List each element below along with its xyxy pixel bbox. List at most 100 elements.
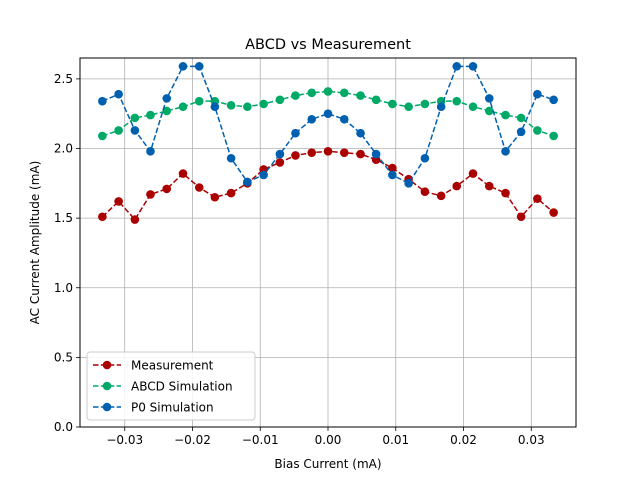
grid (80, 58, 576, 428)
y-tick-label: 0.0 (54, 420, 73, 434)
data-point-measurement (210, 192, 220, 202)
data-point-measurement (130, 215, 140, 224)
data-point-abcd-simulation (130, 113, 140, 123)
legend-marker-p0-simulation (102, 402, 112, 412)
data-point-abcd-simulation (468, 102, 478, 112)
x-tick-label: −0.01 (242, 433, 279, 447)
data-point-p0-simulation (291, 128, 300, 138)
data-point-abcd-simulation (388, 99, 397, 109)
data-point-abcd-simulation (323, 87, 333, 96)
data-point-p0-simulation (339, 114, 349, 124)
data-point-p0-simulation (275, 149, 285, 159)
data-point-abcd-simulation (516, 113, 526, 123)
data-point-measurement (339, 148, 349, 157)
data-point-p0-simulation (210, 102, 220, 112)
data-point-p0-simulation (162, 94, 172, 103)
data-point-measurement (275, 158, 285, 167)
legend: Measurement ABCD Simulation P0 Simulation (86, 351, 256, 421)
series-line-abcd-simulation (102, 90, 554, 137)
data-point-abcd-simulation (356, 91, 365, 100)
data-point-abcd-simulation (243, 102, 252, 112)
data-point-p0-simulation (323, 109, 333, 118)
data-point-measurement (307, 148, 317, 157)
x-tick-label: 0.03 (518, 433, 545, 447)
data-point-measurement (323, 146, 333, 156)
y-tick-label: 0.5 (54, 350, 73, 364)
data-point-measurement (436, 191, 446, 201)
x-axis: −0.03 −0.02 −0.01 0.00 0.01 0.02 0.03 (106, 427, 545, 447)
y-tick-label: 1.5 (54, 211, 73, 225)
data-point-abcd-simulation (98, 131, 107, 141)
data-point-measurement (291, 151, 300, 160)
data-point-abcd-simulation (339, 88, 349, 98)
x-axis-label: Bias Current (mA) (274, 457, 381, 471)
data-point-abcd-simulation (178, 102, 188, 112)
x-tick-label: −0.03 (106, 433, 143, 447)
data-point-measurement (420, 187, 430, 196)
legend-label-p0-simulation: P0 Simulation (131, 401, 214, 415)
y-tick-label: 1.0 (54, 281, 73, 295)
data-point-p0-simulation (243, 177, 252, 187)
data-point-measurement (516, 212, 526, 222)
data-point-p0-simulation (533, 89, 542, 99)
data-point-abcd-simulation (501, 110, 510, 120)
series-p0-simulation (98, 62, 558, 188)
data-point-p0-simulation (420, 153, 430, 163)
data-point-measurement (114, 197, 123, 206)
data-point-p0-simulation (404, 179, 413, 188)
data-point-p0-simulation (146, 146, 155, 156)
data-point-p0-simulation (130, 126, 140, 135)
data-point-measurement (533, 194, 542, 203)
y-tick-label: 2.5 (54, 72, 73, 86)
data-point-measurement (501, 188, 510, 198)
data-point-abcd-simulation (404, 102, 413, 112)
data-point-p0-simulation (178, 62, 188, 71)
legend-label-measurement: Measurement (131, 359, 214, 373)
data-point-measurement (468, 169, 478, 178)
y-tick-label: 2.0 (54, 142, 73, 156)
data-point-measurement (356, 149, 365, 159)
data-point-abcd-simulation (307, 88, 317, 98)
data-point-abcd-simulation (114, 126, 123, 135)
data-point-abcd-simulation (162, 106, 172, 116)
data-point-abcd-simulation (533, 126, 542, 135)
data-point-p0-simulation (436, 102, 446, 112)
y-axis: 0.0 0.5 1.0 1.5 2.0 2.5 (54, 72, 80, 434)
series-layer (98, 62, 558, 224)
data-point-abcd-simulation (226, 101, 236, 110)
data-point-measurement (98, 212, 107, 222)
x-tick-label: −0.02 (174, 433, 211, 447)
data-point-measurement (162, 184, 172, 194)
x-tick-label: 0.00 (315, 433, 342, 447)
data-point-abcd-simulation (194, 96, 204, 106)
x-tick-label: 0.02 (450, 433, 477, 447)
data-point-p0-simulation (194, 62, 204, 71)
data-point-measurement (549, 208, 558, 217)
data-point-p0-simulation (549, 95, 558, 105)
data-point-p0-simulation (501, 146, 510, 156)
legend-label-abcd-simulation: ABCD Simulation (131, 380, 233, 394)
data-point-p0-simulation (452, 62, 462, 71)
data-point-abcd-simulation (275, 95, 285, 105)
legend-marker-abcd-simulation (102, 381, 112, 391)
data-point-abcd-simulation (484, 106, 494, 116)
data-point-p0-simulation (516, 127, 526, 137)
data-point-p0-simulation (371, 149, 381, 159)
y-axis-label: AC Current Amplitude (mA) (28, 161, 42, 325)
data-point-p0-simulation (484, 94, 494, 103)
x-tick-label: 0.01 (382, 433, 409, 447)
data-point-measurement (178, 169, 188, 178)
data-point-measurement (484, 181, 494, 191)
data-point-p0-simulation (356, 128, 365, 138)
data-point-abcd-simulation (452, 96, 462, 106)
data-point-abcd-simulation (259, 99, 268, 109)
data-point-measurement (388, 163, 397, 173)
data-point-measurement (226, 188, 236, 198)
series-abcd-simulation (98, 87, 558, 141)
data-point-p0-simulation (114, 89, 123, 99)
data-point-p0-simulation (98, 96, 107, 106)
data-point-abcd-simulation (371, 95, 381, 105)
series-line-p0-simulation (102, 65, 554, 185)
data-point-p0-simulation (259, 170, 268, 180)
